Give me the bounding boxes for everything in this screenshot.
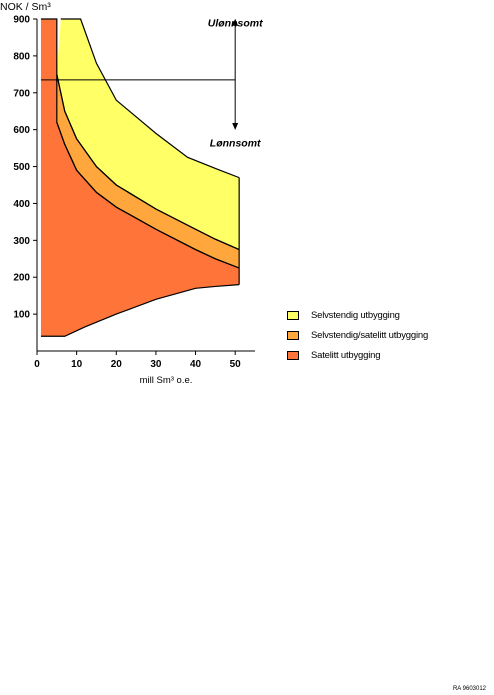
x-axis-label: mill Sm³ o.e.: [140, 375, 193, 386]
annotation-1: Lønnsomt: [210, 137, 261, 149]
x-tick-label-40: 40: [190, 359, 202, 370]
annotation-0: Ulønnsomt: [208, 17, 263, 29]
y-tick-label-400: 400: [13, 199, 30, 210]
y-tick-label-100: 100: [13, 310, 30, 321]
region-2: [56, 19, 240, 250]
region-1: [56, 74, 240, 268]
x-tick-label-10: 10: [71, 359, 83, 370]
y-tick-label-800: 800: [13, 51, 30, 62]
legend-label-selvstendig-satelitt: Selvstendig/satelitt utbygging: [311, 329, 429, 341]
arrow-head-down: [232, 122, 239, 130]
y-tick-label-700: 700: [13, 88, 30, 99]
legend-swatch-satelitt: [287, 350, 299, 360]
legend-label-selvstendig: Selvstendig utbygging: [311, 309, 400, 321]
x-tick-label-50: 50: [230, 359, 242, 370]
region-2-upper-line: [60, 18, 240, 179]
y-tick-label-300: 300: [13, 236, 30, 247]
region-0: [40, 19, 240, 337]
y-tick-label-200: 200: [13, 273, 30, 284]
legend-label-satelitt: Satelitt utbygging: [311, 349, 381, 361]
reference-code: RA 9603012: [452, 686, 486, 692]
legend-item-selvstendig: Selvstendig utbygging: [287, 305, 428, 325]
legend-swatch-selvstendig: [287, 310, 299, 320]
region-2-lower-line: [56, 74, 240, 251]
region-0-lower-line: [40, 284, 240, 337]
region-1-lower-line: [56, 122, 240, 269]
chart-ticks: 100 200 300 400 500 600 700 800 900 0 10 20 30 40 50: [13, 15, 241, 371]
legend-item-satelitt: Satelitt utbygging: [287, 345, 428, 365]
y-tick-label-600: 600: [13, 125, 30, 136]
legend: Selvstendig utbygging Selvstendig/sateli…: [287, 305, 428, 365]
legend-item-selvstendig-satelitt: Selvstendig/satelitt utbygging: [287, 325, 428, 345]
y-tick-label-500: 500: [13, 162, 30, 173]
y-tick-label-900: 900: [13, 15, 30, 26]
x-tick-label-30: 30: [150, 359, 162, 370]
y-axis-label: NOK / Sm³: [0, 1, 51, 13]
legend-swatch-selvstendig-satelitt: [287, 330, 299, 340]
chart-axes: NOK / Sm³ mill Sm³ o.e.: [0, 1, 255, 386]
arrow-head-up: [232, 18, 239, 26]
x-tick-label-0: 0: [34, 359, 40, 370]
chart-annotations: Ulønnsomt Lønnsomt: [40, 17, 263, 149]
chart-areas: [40, 18, 240, 337]
x-tick-label-20: 20: [111, 359, 123, 370]
